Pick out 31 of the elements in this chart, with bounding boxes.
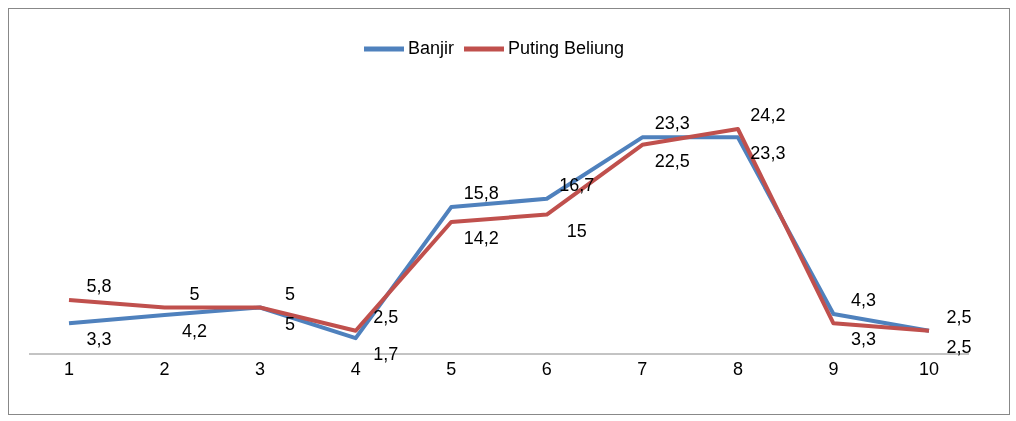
x-tick-label: 6 bbox=[541, 358, 552, 379]
x-tick-label: 1 bbox=[63, 358, 75, 379]
x-tick-label: 10 bbox=[918, 358, 940, 379]
data-label: 5 bbox=[189, 283, 200, 304]
data-label: 15,8 bbox=[463, 183, 499, 204]
data-label: 23,3 bbox=[750, 143, 786, 164]
x-tick-label: 4 bbox=[350, 358, 361, 379]
data-label: 4,3 bbox=[850, 290, 876, 311]
data-label: 2,5 bbox=[373, 306, 399, 327]
data-label: 4,2 bbox=[182, 320, 208, 341]
data-label: 23,3 bbox=[654, 113, 690, 134]
data-label: 2,5 bbox=[946, 306, 972, 327]
data-label: 14,2 bbox=[463, 227, 499, 248]
data-label: 2,5 bbox=[946, 336, 972, 357]
x-tick-label: 2 bbox=[159, 358, 170, 379]
data-label: 5,8 bbox=[86, 276, 112, 297]
x-tick-label: 5 bbox=[446, 358, 457, 379]
legend-label: Banjir bbox=[407, 37, 454, 58]
data-label: 3,3 bbox=[850, 329, 876, 350]
legend-label: Puting Beliung bbox=[507, 37, 625, 58]
data-label: 24,2 bbox=[750, 105, 786, 125]
data-label: 5 bbox=[285, 313, 296, 334]
data-label: 3,3 bbox=[86, 329, 112, 350]
x-tick-label: 3 bbox=[255, 358, 266, 379]
data-label: 15 bbox=[566, 220, 587, 241]
x-tick-label: 7 bbox=[637, 358, 648, 379]
data-label: 22,5 bbox=[654, 150, 690, 171]
data-label: 1,7 bbox=[373, 344, 399, 365]
data-label: 5 bbox=[285, 283, 296, 304]
x-tick-label: 8 bbox=[732, 358, 743, 379]
x-tick-label: 9 bbox=[828, 358, 839, 379]
